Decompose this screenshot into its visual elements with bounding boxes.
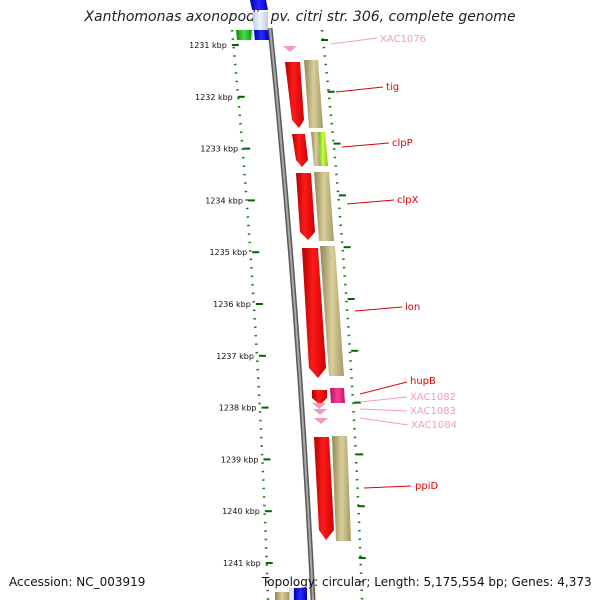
gene-arrow-clpp[interactable] (292, 134, 308, 167)
gene-arrow-xac1084[interactable] (314, 418, 328, 424)
genome-backbone-highlight (269, 27, 314, 600)
gene-arrow-hupb[interactable] (312, 390, 327, 405)
gene-leader-lines (330, 37, 412, 489)
feature-blue-bottom (294, 588, 307, 600)
feature-magenta-hupb (330, 388, 345, 403)
gene-arrow-xac1083[interactable] (313, 409, 327, 415)
scale-label: 1241 kbp (223, 559, 261, 568)
leader-clpx (346, 199, 395, 205)
gene-arrow-xac1082[interactable] (312, 403, 326, 409)
gene-label-xac1082[interactable]: XAC1082 (410, 392, 456, 403)
gene-label-clpp[interactable]: clpP (392, 138, 413, 149)
gene-label-xac1076[interactable]: XAC1076 (380, 34, 426, 45)
gene-label-hupb[interactable]: hupB (410, 376, 436, 387)
leader-xac1076 (330, 37, 378, 45)
gene-label-lon[interactable]: lon (405, 302, 420, 313)
feature-khaki-clpp (311, 132, 321, 166)
feature-blue-top (250, 0, 268, 10)
feature-lime-clpp (318, 132, 328, 166)
scale-label: 1236 kbp (213, 300, 251, 309)
gene-label-xac1084[interactable]: XAC1084 (411, 420, 457, 431)
leader-xac1084 (359, 417, 409, 426)
feature-khaki-ppid (332, 436, 351, 541)
gene-label-clpx[interactable]: clpX (397, 195, 419, 206)
feature-green-top (236, 30, 252, 40)
scale-label: 1233 kbp (200, 145, 238, 154)
feature-pale-top-2 (252, 12, 268, 30)
leader-hupb (359, 381, 408, 395)
feature-khaki-tig (304, 60, 323, 128)
scale-label: 1232 kbp (195, 93, 233, 102)
scale-label: 1239 kbp (221, 455, 259, 464)
gene-arrow-xac1076[interactable] (283, 46, 297, 52)
gene-label-ppid[interactable]: ppiD (415, 481, 438, 492)
accession-text: Accession: NC_003919 (9, 575, 146, 589)
scale-label: 1238 kbp (219, 404, 257, 413)
feature-khaki-lon (320, 246, 344, 376)
leader-lon (354, 306, 403, 312)
topology-text: Topology: circular; Length: 5,175,554 bp… (262, 575, 592, 589)
gene-label-xac1083[interactable]: XAC1083 (410, 406, 456, 417)
leader-xac1083 (359, 408, 408, 412)
scale-label: 1235 kbp (209, 248, 247, 257)
scale-label: 1231 kbp (189, 41, 227, 50)
leader-xac1082 (359, 396, 408, 403)
scale-label: 1234 kbp (205, 196, 243, 205)
gene-arrow-clpx[interactable] (296, 173, 315, 240)
leader-ppid (363, 485, 412, 489)
feature-blue-top-2 (254, 30, 269, 40)
scale-ticks: 1231 kbp 1232 kbp 1233 kbp 1234 kbp 1235 kbp… (189, 39, 366, 568)
gene-arrow-ppid[interactable] (314, 437, 334, 540)
scale-label: 1237 kbp (216, 352, 254, 361)
gene-label-tig[interactable]: tig (386, 82, 399, 93)
leader-clpp (341, 142, 390, 148)
scale-label: 1240 kbp (222, 507, 260, 516)
gene-arrow-lon[interactable] (302, 248, 326, 378)
gene-arrow-tig[interactable] (285, 62, 304, 128)
feature-pale-bottom (289, 588, 294, 600)
feature-khaki-clpx (314, 172, 334, 241)
feature-khaki-bottom (275, 592, 289, 600)
leader-tig (335, 86, 384, 93)
genome-title: Xanthomonas axonopodis pv. citri str. 30… (84, 9, 516, 25)
